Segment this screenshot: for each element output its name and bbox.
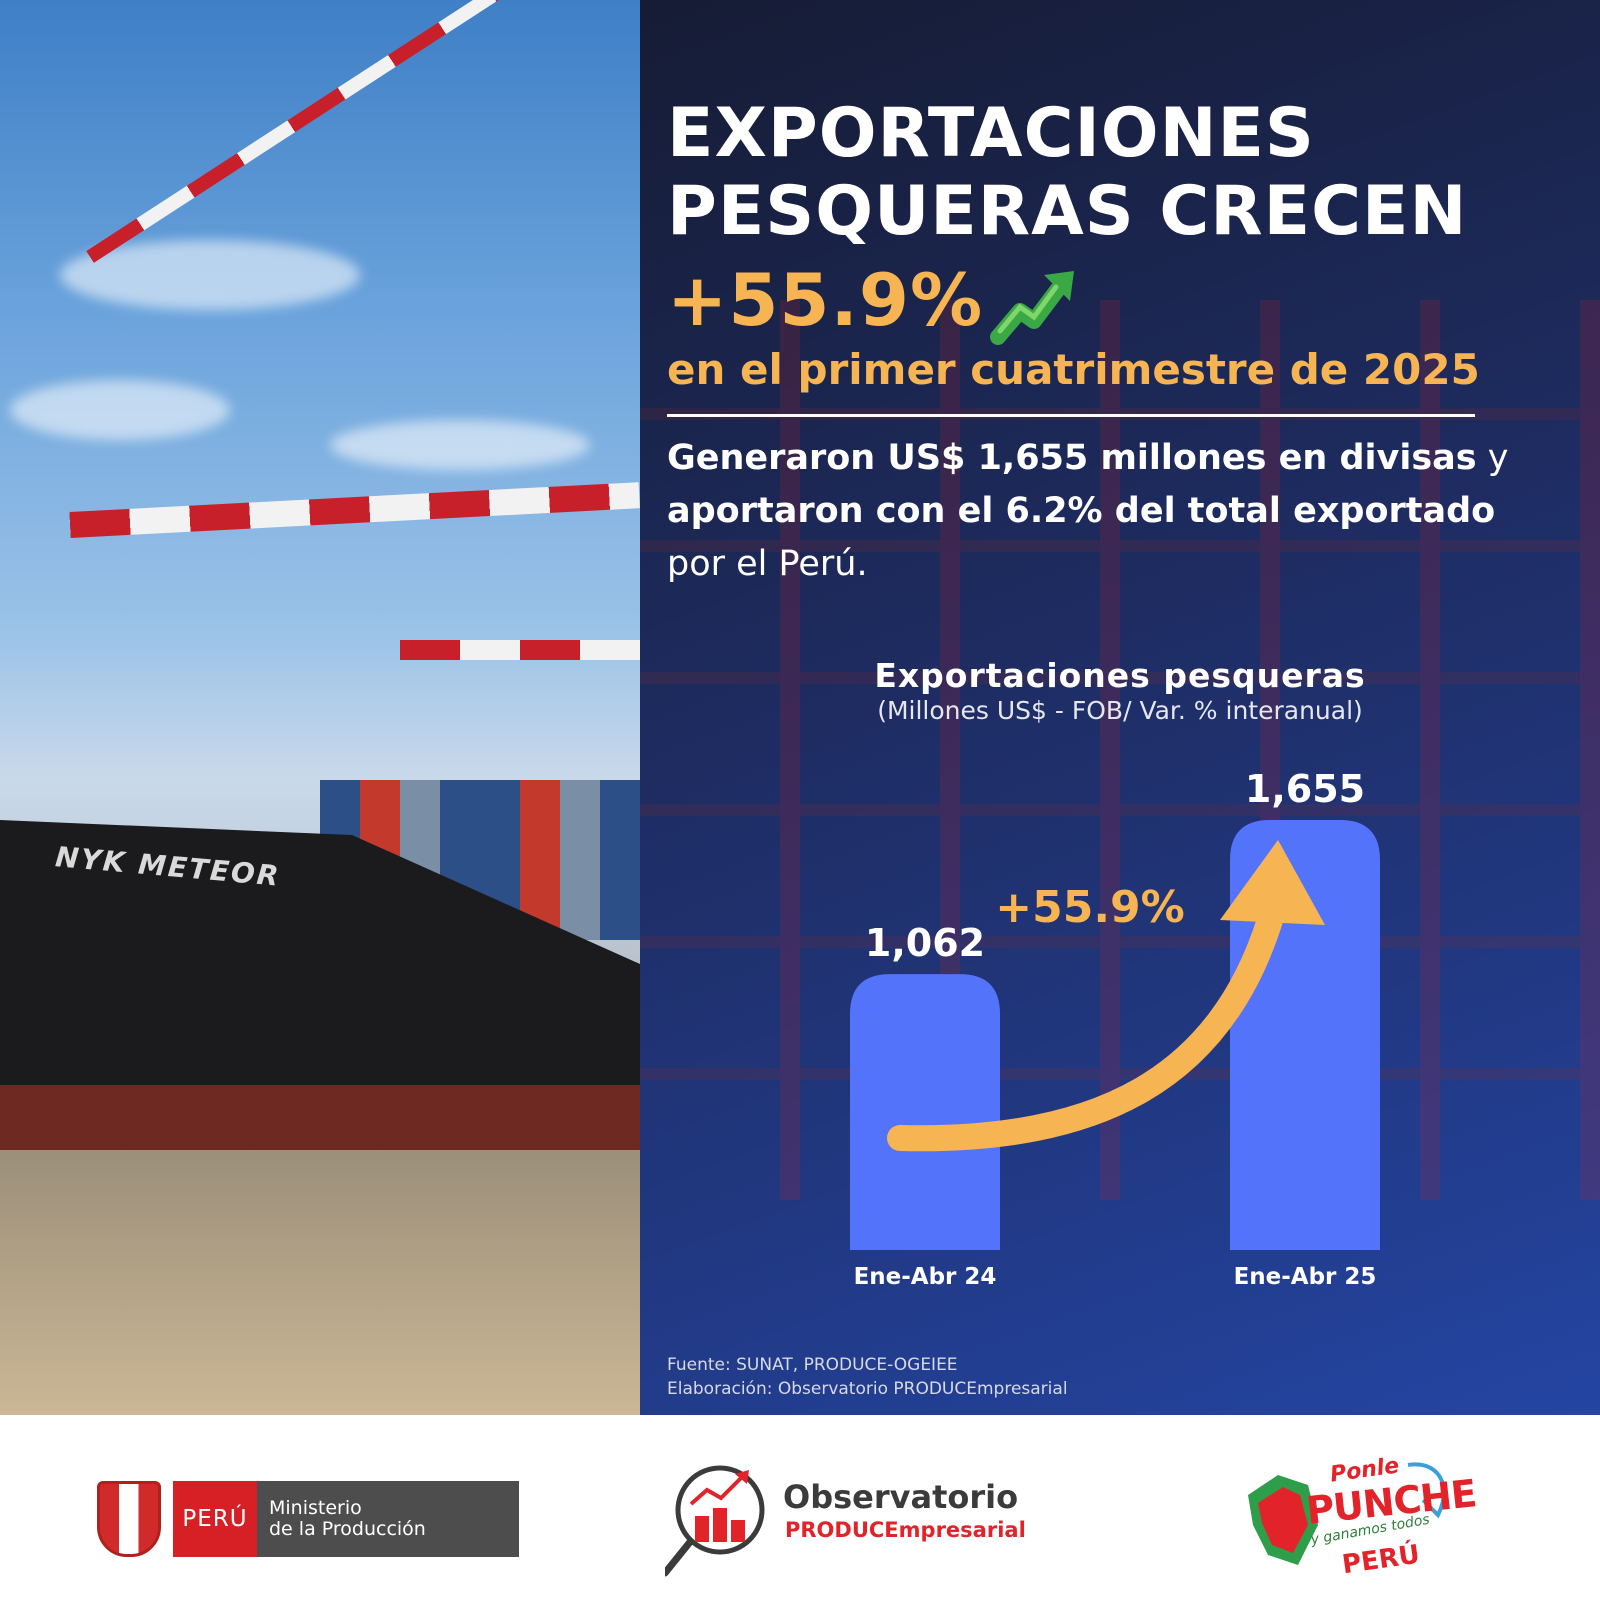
growth-annotation: +55.9% [995,882,1185,933]
chart-increasing-icon [990,271,1074,345]
peru-label: PERÚ [173,1481,257,1557]
summary-text-2: y [1476,438,1509,478]
credit-line: Elaboración: Observatorio PRODUCEmpresar… [667,1379,1068,1399]
ministry-logo: PERÚ Ministerio de la Producción [97,1480,519,1558]
observatory-logo-icon [665,1465,765,1577]
source-note: Fuente: SUNAT, PRODUCE-OGEIEE Elaboració… [667,1353,1068,1401]
summary-bold-2: aportaron con el 6.2% del total exportad… [667,491,1496,531]
chart-title: Exportaciones pesqueras [874,656,1366,695]
port-photo: NYK METEOR [0,0,640,1415]
growth-arrow [887,907,1283,1152]
ministry-name: Ministerio de la Producción [257,1481,519,1557]
peru-map-icon [1248,1462,1446,1565]
observatory-subtitle: PRODUCEmpresarial [785,1518,1026,1542]
ministry-line2: de la Producción [269,1518,426,1540]
headline: EXPORTACIONES PESQUERAS CRECEN [667,95,1467,251]
headline-line1: EXPORTACIONES [667,94,1315,173]
divider [667,414,1475,417]
value-label-1: 1,655 [1245,767,1365,811]
summary-bold-1: Generaron US$ 1,655 millones en divisas [667,438,1477,478]
coat-of-arms-icon [97,1481,161,1557]
value-label-0: 1,062 [865,921,985,965]
bar-0 [850,974,1000,1250]
period-subtitle: en el primer cuatrimestre de 2025 [667,345,1480,394]
summary-text: Generaron US$ 1,655 millones en divisas … [667,432,1527,591]
summary-text-3: por el Perú. [667,544,868,584]
growth-arrow-head [1220,840,1325,925]
info-panel [640,0,1600,1415]
bar-chart: 1,062 Ene-Abr 24 1,655 Ene-Abr 25 +55.9% [850,767,1380,1290]
growth-figure: +55.9% [667,258,984,342]
chart-subtitle: (Millones US$ - FOB/ Var. % interanual) [877,696,1363,725]
headline-line2: PESQUERAS CRECEN [667,172,1468,251]
observatory-title: Observatorio [783,1478,1019,1516]
category-label-1: Ene-Abr 25 [1234,1264,1377,1290]
source-line: Fuente: SUNAT, PRODUCE-OGEIEE [667,1355,958,1375]
ministry-line1: Ministerio [269,1497,362,1519]
category-label-0: Ene-Abr 24 [854,1264,997,1290]
